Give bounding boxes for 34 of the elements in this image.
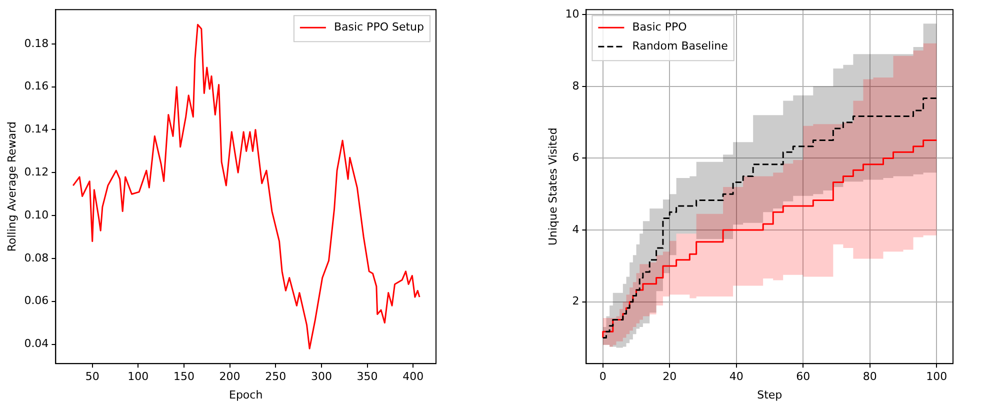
x-axis-title: Step bbox=[757, 388, 782, 402]
y-tick-label: 0.06 bbox=[24, 294, 49, 308]
x-tick-label: 50 bbox=[85, 370, 100, 384]
y-tick-label: 0.04 bbox=[24, 337, 49, 350]
y-axis-title: Rolling Average Reward bbox=[5, 122, 18, 252]
x-axis-title: Epoch bbox=[229, 388, 263, 402]
y-tick-label: 4 bbox=[572, 222, 580, 236]
x-tick-label: 100 bbox=[128, 370, 149, 384]
x-tick-label: 350 bbox=[356, 370, 378, 384]
x-tick-label: 200 bbox=[219, 370, 240, 384]
x-tick-label: 80 bbox=[862, 370, 877, 384]
x-tick-label: 300 bbox=[310, 370, 332, 384]
x-tick-label: 150 bbox=[173, 370, 194, 384]
x-tick-label: 0 bbox=[599, 370, 606, 384]
x-tick-label: 40 bbox=[729, 370, 744, 384]
y-tick-label: 0.18 bbox=[24, 36, 49, 50]
y-tick-label: 0.08 bbox=[24, 251, 49, 264]
y-tick-label: 8 bbox=[572, 79, 580, 92]
x-tick-label: 60 bbox=[796, 370, 810, 384]
y-axis-title: Unique States Visited bbox=[546, 128, 560, 246]
legend-label: Basic PPO bbox=[632, 20, 688, 34]
legend-label: Random Baseline bbox=[632, 39, 728, 52]
y-tick-label: 10 bbox=[565, 7, 580, 20]
x-tick-label: 250 bbox=[265, 370, 286, 384]
x-tick-label: 20 bbox=[662, 370, 677, 384]
y-tick-label: 0.10 bbox=[24, 208, 49, 222]
y-tick-label: 2 bbox=[572, 294, 580, 308]
y-tick-label: 0.12 bbox=[24, 166, 49, 179]
x-tick-label: 400 bbox=[402, 370, 424, 384]
y-tick-label: 0.16 bbox=[24, 80, 49, 93]
legend-label: Basic PPO Setup bbox=[334, 20, 424, 34]
y-tick-label: 6 bbox=[572, 151, 580, 164]
x-tick-label: 100 bbox=[926, 370, 948, 384]
y-tick-label: 0.14 bbox=[24, 122, 49, 136]
